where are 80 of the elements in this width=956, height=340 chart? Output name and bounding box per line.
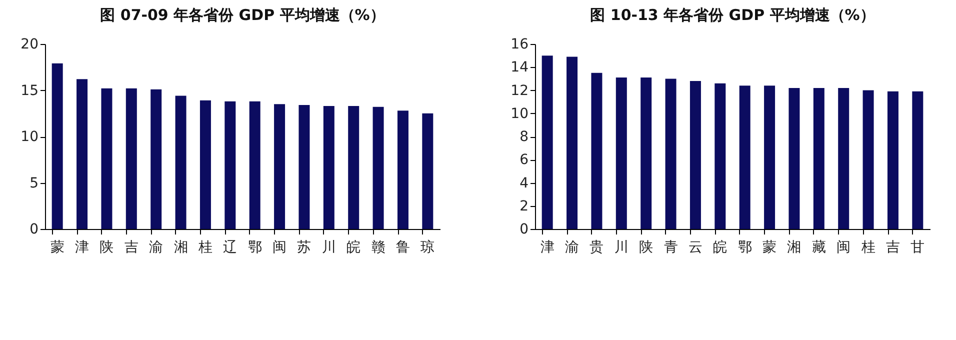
bar — [175, 96, 186, 229]
x-tick-label: 湘 — [174, 240, 188, 256]
x-tick-label: 贵 — [590, 240, 604, 256]
bar — [101, 88, 112, 229]
bar — [422, 113, 434, 229]
y-tick-label: 10 — [510, 106, 528, 122]
x-tick-label: 陕 — [639, 240, 654, 256]
bar — [150, 89, 162, 229]
y-tick-label: 10 — [20, 129, 38, 145]
x-tick-label: 渝 — [565, 240, 580, 256]
x-tick-label: 辽 — [223, 240, 238, 256]
bar — [887, 91, 898, 229]
bar — [249, 101, 260, 229]
bar — [274, 104, 286, 229]
y-tick-label: 8 — [520, 129, 528, 145]
bar — [126, 88, 137, 229]
bar — [838, 88, 850, 229]
x-tick-label: 闽 — [836, 240, 851, 256]
x-tick-label: 鄂 — [738, 240, 752, 256]
x-tick-label: 皖 — [713, 240, 728, 256]
x-tick-label: 川 — [614, 240, 628, 256]
bar — [200, 100, 211, 229]
x-tick-label: 青 — [664, 240, 678, 256]
bar — [52, 63, 63, 229]
x-tick-label: 吉 — [124, 240, 138, 256]
bar — [912, 91, 924, 229]
y-tick-label: 2 — [520, 198, 528, 214]
bar — [640, 78, 652, 229]
bar — [76, 79, 88, 229]
x-tick-label: 渝 — [149, 240, 164, 256]
bar — [298, 105, 310, 229]
y-tick-label: 15 — [20, 82, 38, 99]
bar — [813, 88, 824, 229]
x-tick-label: 苏 — [297, 240, 312, 256]
bar — [739, 86, 750, 229]
y-tick-label: 14 — [510, 60, 529, 76]
bar — [616, 78, 627, 229]
x-tick-label: 闽 — [272, 240, 287, 256]
y-tick-label: 0 — [520, 222, 528, 238]
x-tick-label: 津 — [75, 240, 90, 256]
x-tick-label: 蒙 — [50, 240, 64, 256]
bar — [788, 88, 800, 229]
x-tick-label: 赣 — [371, 240, 386, 256]
y-tick-label: 5 — [30, 175, 38, 192]
y-tick-label: 6 — [520, 152, 529, 168]
x-tick-label: 琼 — [420, 240, 435, 256]
x-tick-label: 云 — [688, 240, 702, 256]
y-tick-label: 0 — [30, 222, 38, 238]
bar — [714, 83, 726, 229]
x-tick-label: 桂 — [860, 240, 876, 256]
x-tick-label: 鄂 — [248, 240, 262, 256]
bar — [372, 106, 384, 229]
x-tick-label: 甘 — [910, 240, 925, 256]
x-tick-label: 皖 — [346, 240, 361, 256]
y-tick-label: 4 — [520, 175, 529, 192]
x-tick-label: 藏 — [812, 240, 826, 256]
y-tick-label: 16 — [510, 36, 529, 52]
x-tick-label: 蒙 — [762, 240, 777, 256]
chart-title: 图 07-09 年各省份 GDP 平均增速（%） — [100, 6, 385, 24]
y-tick-label: 12 — [510, 82, 528, 99]
bar — [542, 56, 553, 229]
bar — [323, 106, 334, 229]
bar — [397, 110, 408, 229]
x-tick-label: 陕 — [100, 240, 114, 256]
y-tick-label: 20 — [20, 36, 38, 52]
bar — [862, 90, 874, 229]
bar — [348, 106, 360, 229]
x-tick-label: 吉 — [886, 240, 900, 256]
x-tick-label: 津 — [540, 240, 554, 256]
bar — [224, 101, 236, 229]
bar — [665, 78, 676, 229]
x-tick-label: 川 — [322, 240, 336, 256]
x-tick-label: 湘 — [787, 240, 802, 256]
bar — [591, 72, 602, 229]
chart-title: 图 10-13 年各省份 GDP 平均增速（%） — [590, 6, 875, 24]
bar — [690, 81, 701, 229]
x-tick-label: 鲁 — [396, 240, 410, 256]
bar — [566, 56, 578, 229]
bar — [764, 86, 776, 229]
x-tick-label: 桂 — [197, 240, 212, 256]
